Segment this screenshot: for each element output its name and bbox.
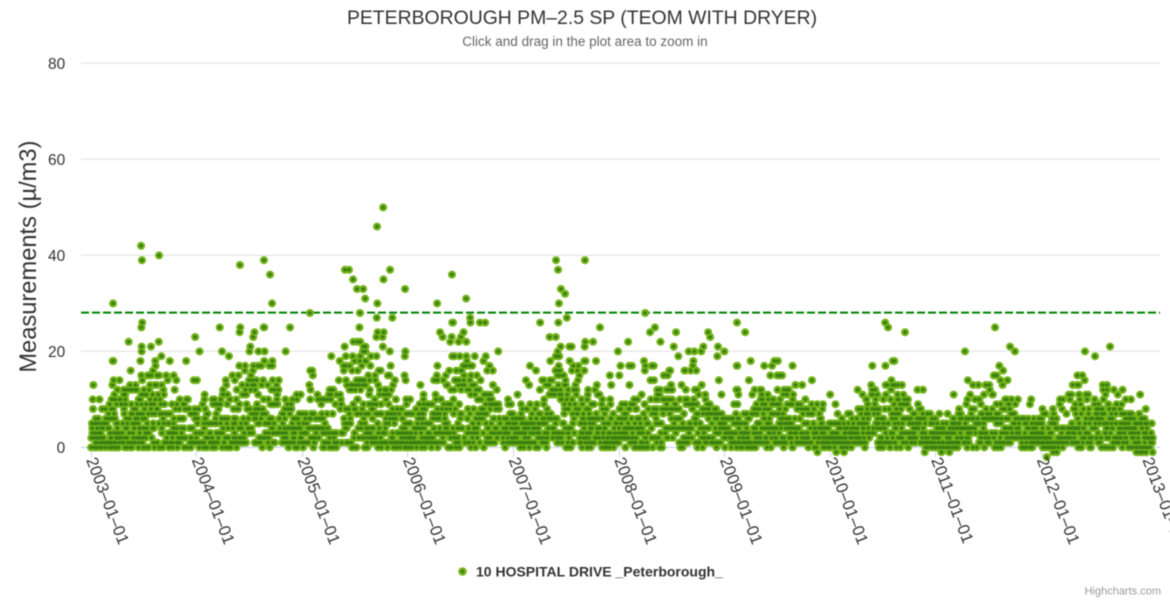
svg-text:20: 20 — [48, 344, 66, 361]
svg-text:PETERBOROUGH PM–2.5 SP (TEOM W: PETERBOROUGH PM–2.5 SP (TEOM WITH DRYER) — [347, 7, 817, 29]
svg-text:60: 60 — [48, 152, 66, 169]
svg-text:80: 80 — [48, 56, 66, 73]
svg-text:Highcharts.com: Highcharts.com — [1085, 586, 1161, 598]
svg-text:10 HOSPITAL DRIVE _Peterboroug: 10 HOSPITAL DRIVE _Peterborough_ — [476, 564, 723, 580]
svg-text:Measurements (µ/m3): Measurements (µ/m3) — [16, 141, 42, 373]
svg-text:Click and drag in the plot are: Click and drag in the plot area to zoom … — [462, 34, 707, 49]
svg-text:40: 40 — [48, 248, 66, 265]
svg-text:0: 0 — [57, 440, 66, 457]
